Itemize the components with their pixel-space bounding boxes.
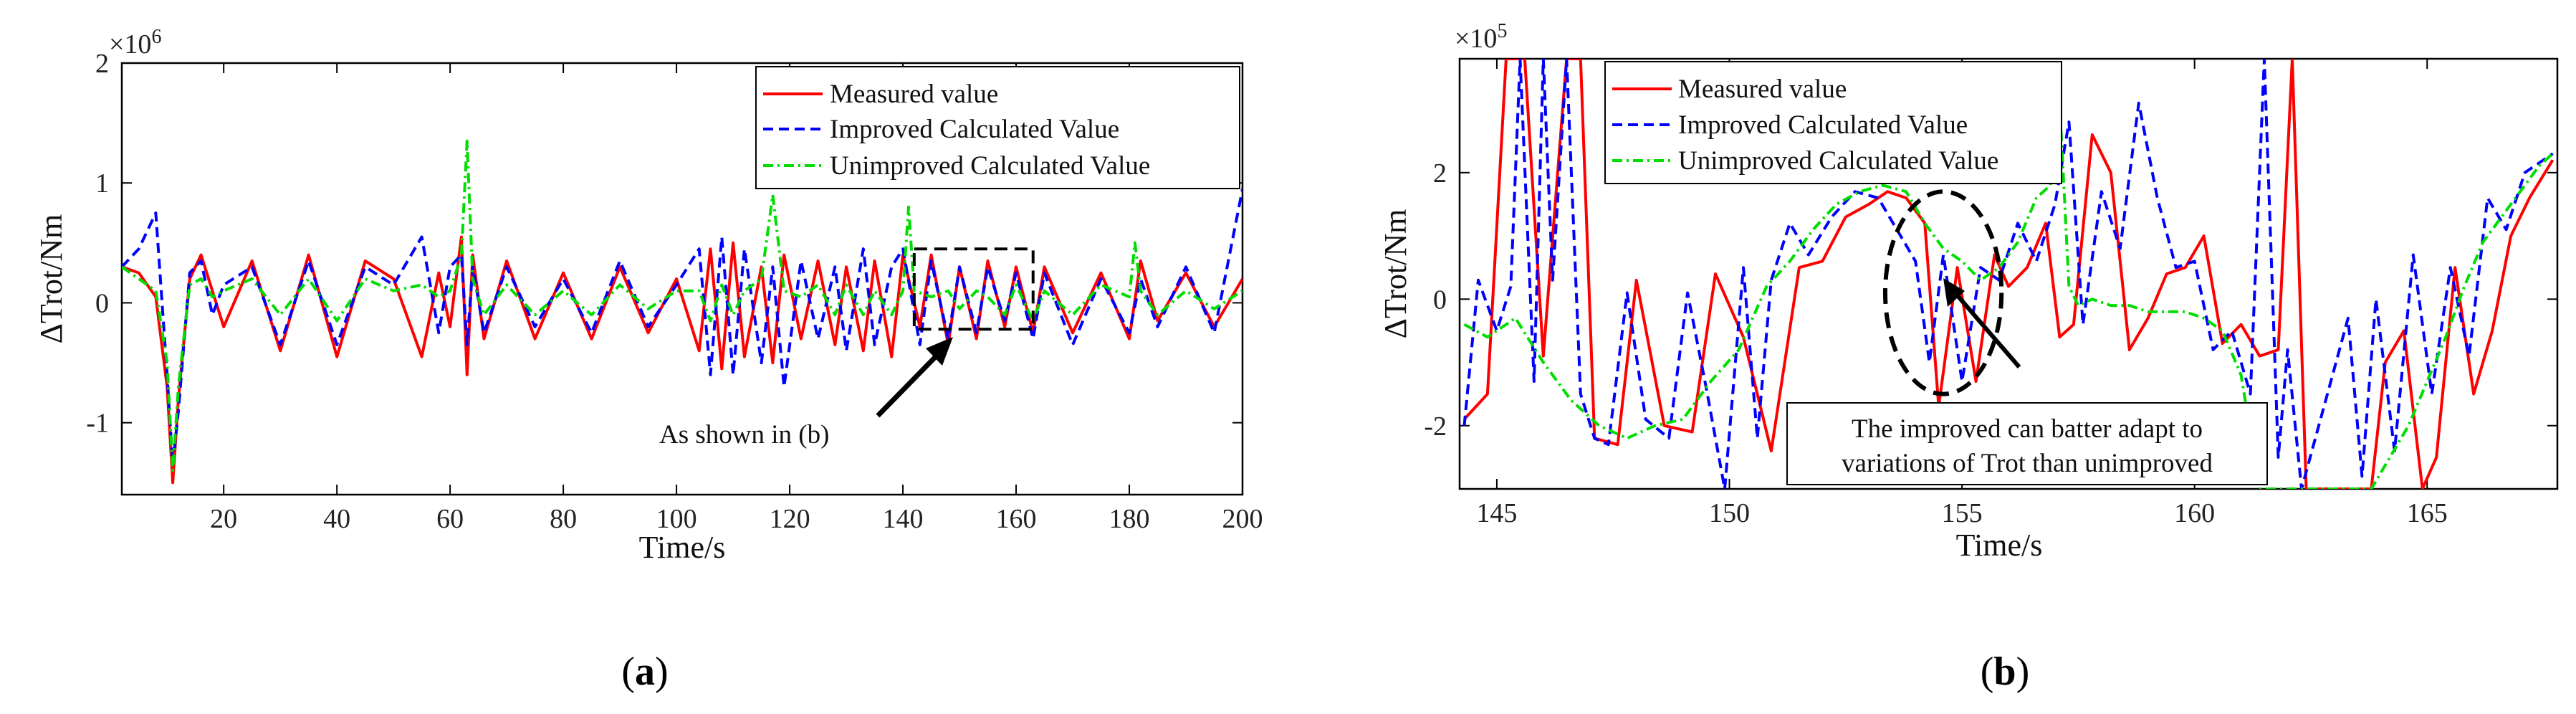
panel-b-series-measured <box>1463 59 2555 489</box>
panel-a-xtick-label: 160 <box>996 504 1037 534</box>
panel-a-label: (a) <box>621 649 668 694</box>
panel-b-annotation-line-1: The improved can batter adapt to <box>1852 414 2203 444</box>
panel-a-annotation: As shown in (b) <box>659 420 829 449</box>
panel-b-ylabel: ΔTrot/Nm <box>1378 209 1413 339</box>
panel-b-xtick-label: 165 <box>2407 498 2448 528</box>
panel-b-x-ticks: 145 150 155 160 165 <box>1476 59 2448 528</box>
panel-b-ytick-label: 2 <box>1433 158 1447 189</box>
panel-a-legend-measured: Measured value <box>830 80 998 109</box>
panel-a-x-ticks: 20 40 60 80 100 120 140 160 180 200 <box>210 63 1263 534</box>
panel-a-xtick-label: 140 <box>883 504 924 534</box>
panel-b-xtick-label: 145 <box>1476 498 1517 528</box>
panel-b: 145 150 155 160 165 -2 0 2 ×105 Time/s ΔTrot/N… <box>1378 20 2559 694</box>
panel-a-annotation-arrowhead <box>926 337 953 366</box>
panel-a-exponent: ×106 <box>109 26 161 60</box>
panel-b-xtick-label: 155 <box>1942 498 1983 528</box>
panel-a-legend-box <box>755 66 1240 189</box>
panel-a-ytick-label: 2 <box>95 49 109 79</box>
panel-a-xtick-label: 80 <box>550 504 577 534</box>
panel-a-ytick-label: 1 <box>95 168 109 199</box>
panel-a-ylabel: ΔTrot/Nm <box>34 214 69 344</box>
panel-a: 20 40 60 80 100 120 140 160 180 200 -1 0 1 2 ×106 Ti… <box>34 26 1263 694</box>
panel-a-y-ticks: -1 0 1 2 <box>86 49 1242 439</box>
panel-b-ytick-label: -2 <box>1424 411 1447 442</box>
panel-a-xlabel: Time/s <box>639 530 726 565</box>
panel-b-label: (b) <box>1981 649 2029 694</box>
panel-b-legend: Measured value Improved Calculated Value… <box>1604 61 2062 184</box>
panel-b-annotation-box <box>1786 402 2268 485</box>
panel-a-series-unimproved <box>122 139 1242 472</box>
panel-a-xtick-label: 200 <box>1222 504 1263 534</box>
panel-b-annotation: The improved can batter adapt to variati… <box>1786 402 2268 485</box>
panel-a-series <box>122 139 1242 485</box>
panel-a-ytick-label: 0 <box>95 288 109 318</box>
panel-a-legend-improved: Improved Calculated Value <box>830 115 1119 144</box>
panel-b-ytick-label: 0 <box>1433 285 1447 315</box>
panel-a-xtick-label: 100 <box>656 504 697 534</box>
panel-a-xtick-label: 60 <box>436 504 464 534</box>
panel-b-exponent: ×105 <box>1455 20 1507 54</box>
panel-a-legend: Measured value Improved Calculated Value… <box>755 66 1240 189</box>
panel-b-legend-unimproved: Unimproved Calculated Value <box>1678 146 1998 176</box>
panel-a-ytick-label: -1 <box>86 409 109 439</box>
panel-a-xtick-label: 20 <box>210 504 237 534</box>
panel-b-legend-improved: Improved Calculated Value <box>1678 110 1968 140</box>
panel-b-legend-box <box>1604 61 2062 184</box>
panel-a-xtick-label: 120 <box>770 504 810 534</box>
panel-b-annotation-arrowhead <box>1943 278 1965 307</box>
panel-b-xlabel: Time/s <box>1956 528 2043 563</box>
panel-b-series-unimproved <box>1463 101 2554 489</box>
panel-a-xtick-label: 180 <box>1109 504 1150 534</box>
panel-b-xtick-label: 160 <box>2174 498 2215 528</box>
panel-a-annotation-arrow <box>876 346 947 418</box>
panel-b-highlight-ellipse <box>1882 189 2004 396</box>
panel-b-xtick-label: 150 <box>1709 498 1750 528</box>
panel-a-legend-unimproved: Unimproved Calculated Value <box>830 151 1150 181</box>
panel-b-annotation-arrow <box>1953 291 2021 368</box>
panel-b-annotation-line-2: variations of Trot than unimproved <box>1842 449 2213 478</box>
panel-a-xtick-label: 40 <box>323 504 350 534</box>
panel-b-series-improved <box>1462 59 2554 489</box>
panel-b-series <box>1462 59 2555 489</box>
panel-b-legend-measured: Measured value <box>1678 75 1847 104</box>
panel-b-y-ticks: -2 0 2 <box>1424 158 2557 442</box>
